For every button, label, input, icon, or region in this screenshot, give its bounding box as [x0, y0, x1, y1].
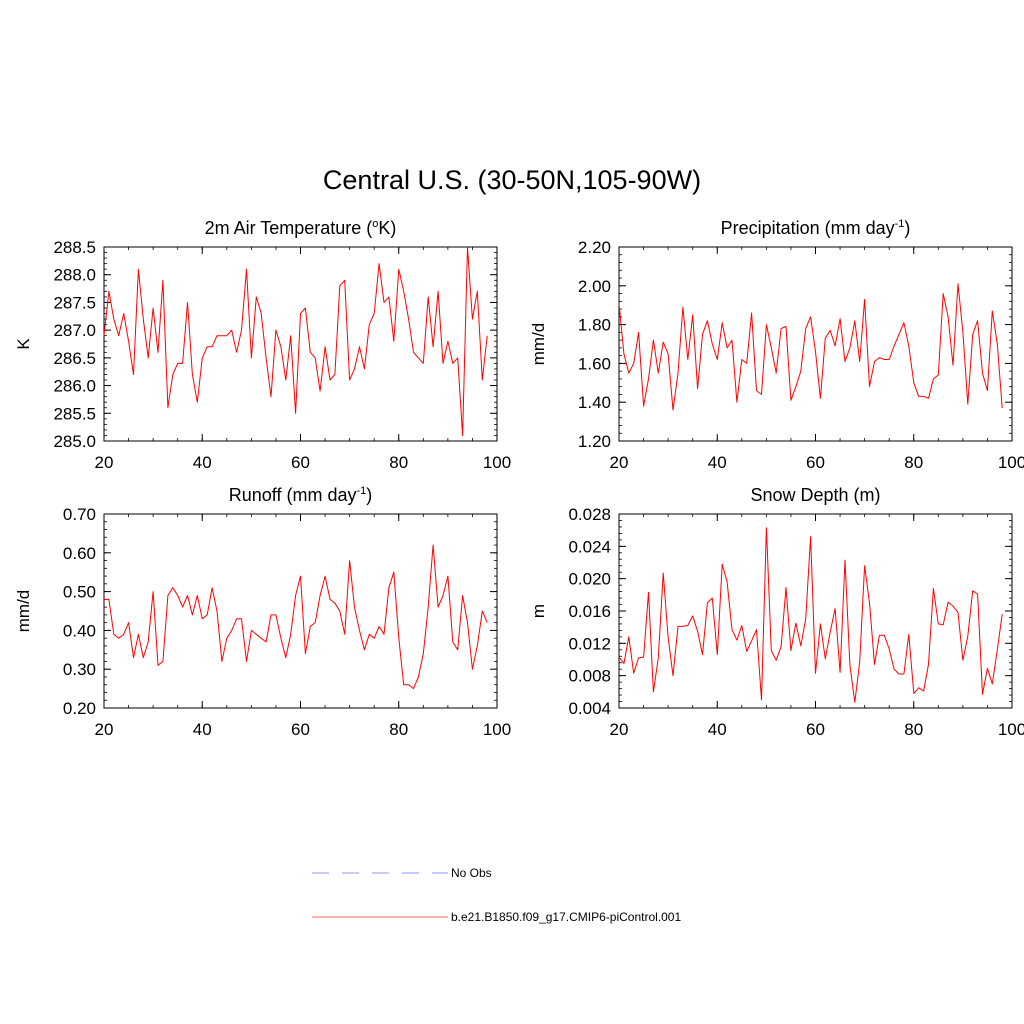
x-tick-label: 60 — [806, 720, 825, 739]
y-tick-label: 288.0 — [53, 266, 96, 285]
x-tick-label: 20 — [95, 720, 114, 739]
panel-title-superscript: -1 — [356, 485, 366, 497]
x-tick-label: 60 — [806, 453, 825, 472]
y-tick-label: 288.5 — [53, 238, 96, 257]
panel-title-tail: ) — [904, 218, 910, 238]
panel-title: Runoff (mm day-1) — [229, 485, 373, 505]
y-tick-label: 287.0 — [53, 321, 96, 340]
y-tick-label: 2.20 — [578, 238, 611, 257]
y-tick-label: 285.0 — [53, 432, 96, 451]
x-tick-label: 100 — [483, 720, 511, 739]
y-tick-label: 0.40 — [63, 621, 96, 640]
panel-temp: 20 40 60 80 100 285.0 285.5 286.0 286.5 287.0 287.… — [14, 218, 511, 472]
plot-frame — [618, 246, 1013, 442]
series-line — [618, 527, 1003, 703]
x-tick-label: 80 — [389, 720, 408, 739]
x-tick-label: 20 — [610, 720, 629, 739]
y-tick-label: 0.008 — [568, 667, 611, 686]
y-tick-label: 0.70 — [63, 505, 96, 524]
x-tick-label: 20 — [95, 453, 114, 472]
panel-snow: 20 40 60 80 100 0.004 0.008 0.012 0.016 0.020 0.02… — [529, 485, 1024, 739]
y-tick-label: 0.60 — [63, 544, 96, 563]
y-tick-label: 0.020 — [568, 570, 611, 589]
panel-title-main: 2m Air Temperature ( — [205, 218, 373, 238]
y-tick-label: 1.20 — [578, 432, 611, 451]
plot-frame — [103, 513, 498, 709]
panel-title: Snow Depth (m) — [750, 485, 880, 505]
panel-title-main: Snow Depth (m) — [750, 485, 880, 505]
panel-title: Precipitation (mm day-1) — [721, 218, 911, 238]
series-line — [104, 544, 488, 690]
panel-title-tail: K) — [378, 218, 396, 238]
plot-frame — [103, 246, 498, 442]
y-axis-label: K — [14, 338, 33, 350]
y-tick-label: 0.012 — [568, 634, 611, 653]
y-tick-label: 0.20 — [63, 699, 96, 718]
y-tick-label: 1.80 — [578, 316, 611, 335]
panel-title-superscript: -1 — [895, 218, 905, 230]
x-tick-label: 20 — [610, 453, 629, 472]
y-tick-label: 0.016 — [568, 602, 611, 621]
panel-title-superscript: o — [372, 218, 378, 230]
x-tick-label: 60 — [291, 453, 310, 472]
y-tick-label: 0.028 — [568, 505, 611, 524]
panel-runoff: 20 40 60 80 100 0.20 0.30 0.40 0.50 0.60 0.70 mm/d R… — [14, 485, 511, 739]
legend-label-model: b.e21.B1850.f09_g17.CMIP6-piControl.001 — [451, 910, 681, 924]
x-tick-label: 80 — [389, 453, 408, 472]
y-tick-label: 285.5 — [53, 404, 96, 423]
y-axis-label: mm/d — [14, 590, 33, 633]
y-tick-label: 1.60 — [578, 354, 611, 373]
y-tick-label: 286.5 — [53, 349, 96, 368]
y-axis-label: m — [529, 604, 548, 618]
series-line — [618, 283, 1003, 411]
x-tick-label: 80 — [904, 453, 923, 472]
y-tick-label: 286.0 — [53, 377, 96, 396]
panel-precip: 20 40 60 80 100 1.20 1.40 1.60 1.80 2.00 2.20 mm/d P… — [529, 218, 1024, 472]
x-tick-label: 80 — [904, 720, 923, 739]
x-tick-label: 40 — [708, 453, 727, 472]
chart-panels: 20 40 60 80 100 285.0 285.5 286.0 286.5 287.0 287.… — [14, 218, 1024, 739]
y-tick-label: 0.50 — [63, 583, 96, 602]
y-tick-label: 1.40 — [578, 393, 611, 412]
y-tick-label: 2.00 — [578, 277, 611, 296]
legend: No Obs b.e21.B1850.f09_g17.CMIP6-piContr… — [312, 866, 681, 924]
x-tick-label: 40 — [193, 720, 212, 739]
panel-title-main: Precipitation (mm day — [721, 218, 895, 238]
panel-title-tail: ) — [366, 485, 372, 505]
y-tick-label: 287.5 — [53, 293, 96, 312]
plot-frame — [618, 513, 1013, 709]
x-tick-label: 100 — [998, 720, 1024, 739]
figure-title: Central U.S. (30-50N,105-90W) — [322, 165, 702, 195]
legend-label-no-obs: No Obs — [451, 866, 492, 880]
x-tick-label: 60 — [291, 720, 310, 739]
x-tick-label: 100 — [483, 453, 511, 472]
y-tick-label: 0.30 — [63, 660, 96, 679]
x-tick-label: 40 — [193, 453, 212, 472]
series-line — [103, 246, 488, 436]
y-tick-label: 0.024 — [568, 537, 611, 556]
y-tick-label: 0.004 — [568, 699, 611, 718]
panel-title: 2m Air Temperature (oK) — [205, 218, 397, 238]
x-tick-label: 40 — [708, 720, 727, 739]
panel-title-main: Runoff (mm day — [229, 485, 357, 505]
x-tick-label: 100 — [998, 453, 1024, 472]
y-axis-label: mm/d — [529, 323, 548, 366]
